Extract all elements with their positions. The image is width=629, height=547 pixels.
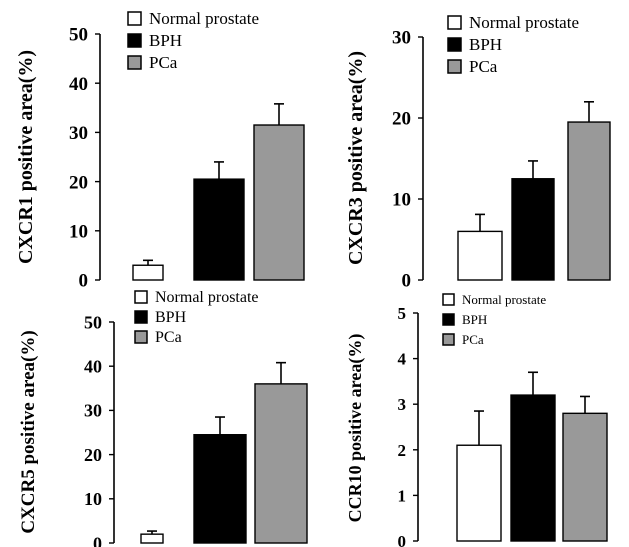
legend-label: PCa — [462, 332, 484, 347]
legend: Normal prostate BPH PCa — [127, 9, 259, 72]
bar-bph — [193, 434, 247, 544]
bar-pca — [253, 124, 305, 281]
legend-label: PCa — [469, 57, 498, 76]
y-tick-label: 10 — [392, 190, 411, 211]
legend-swatch — [134, 330, 148, 344]
y-tick-label: 20 — [84, 445, 102, 465]
bar-normal-prostate — [457, 230, 503, 281]
chart-panel-1: 0 10 20 30 40 50 CXCR1 positive area(%) Normal … — [15, 9, 305, 292]
y-tick-label: 20 — [392, 109, 411, 130]
y-tick-label: 1 — [398, 486, 407, 505]
legend: Normal prostate BPH PCa — [442, 292, 546, 347]
legend-label: Normal prostate — [149, 9, 259, 28]
legend-label: BPH — [462, 312, 487, 327]
y-tick-label: 30 — [84, 401, 102, 421]
y-tick-label: 3 — [398, 395, 407, 414]
y-tick-label: 2 — [398, 441, 407, 460]
legend-label: BPH — [155, 309, 187, 326]
legend-swatch — [127, 33, 142, 48]
y-tick-label: 30 — [69, 123, 88, 144]
bar-bph — [193, 178, 245, 281]
legend: Normal prostate BPH PCa — [134, 289, 259, 346]
y-axis-title: CXCR1 positive area(%) — [15, 50, 37, 264]
y-tick-label: 30 — [392, 28, 411, 49]
bar-pca — [567, 121, 611, 281]
legend-swatch — [447, 37, 462, 52]
chart-panel-4: 0 1 2 3 4 5 CCR10 positive area(%) Normal prost… — [345, 292, 608, 547]
legend-label: BPH — [469, 35, 502, 54]
legend-swatch — [442, 313, 455, 326]
y-tick-label: 40 — [84, 357, 102, 377]
y-tick-label: 10 — [84, 489, 102, 509]
bar-normal-prostate — [456, 444, 502, 542]
legend: Normal prostate BPH PCa — [447, 13, 579, 76]
legend-label: PCa — [149, 53, 178, 72]
legend-swatch — [127, 55, 142, 70]
y-tick-label: 10 — [69, 221, 88, 242]
legend-label: Normal prostate — [469, 13, 579, 32]
legend-swatch — [442, 333, 455, 346]
bar-bph — [511, 178, 555, 281]
bar-pca — [254, 383, 308, 544]
bar-bph — [510, 394, 556, 542]
legend-label: Normal prostate — [462, 292, 546, 307]
bar-pca — [562, 412, 608, 542]
chart-panel-2: 0 10 20 30 CXCR3 positive area(%) Normal pros… — [345, 13, 611, 292]
bar-normal-prostate — [132, 264, 164, 281]
legend-label: BPH — [149, 31, 182, 50]
y-tick-label: 40 — [69, 74, 88, 95]
legend-label: Normal prostate — [155, 289, 259, 306]
y-tick-label: 0 — [402, 271, 412, 292]
legend-swatch — [127, 11, 142, 26]
legend-swatch — [447, 15, 462, 30]
legend-swatch — [134, 310, 148, 324]
y-axis-title: CXCR3 positive area(%) — [345, 51, 367, 265]
y-tick-label: 0 — [79, 271, 89, 292]
y-tick-label: 0 — [398, 532, 407, 547]
chart-panel-3: 0 10 20 30 40 50 CXCR5 positive area(%) Normal … — [18, 289, 308, 547]
legend-label: PCa — [155, 329, 182, 346]
y-tick-label: 20 — [69, 172, 88, 193]
y-axis-title: CCR10 positive area(%) — [345, 334, 366, 523]
legend-swatch — [447, 59, 462, 74]
y-tick-label: 5 — [398, 304, 407, 323]
y-axis-title: CXCR5 positive area(%) — [18, 330, 39, 533]
y-tick-label: 50 — [84, 312, 102, 332]
bar-normal-prostate — [140, 533, 164, 544]
legend-swatch — [134, 290, 148, 304]
y-tick-label: 0 — [93, 533, 102, 547]
y-tick-label: 50 — [69, 25, 88, 46]
y-tick-label: 4 — [398, 350, 407, 369]
legend-swatch — [442, 293, 455, 306]
